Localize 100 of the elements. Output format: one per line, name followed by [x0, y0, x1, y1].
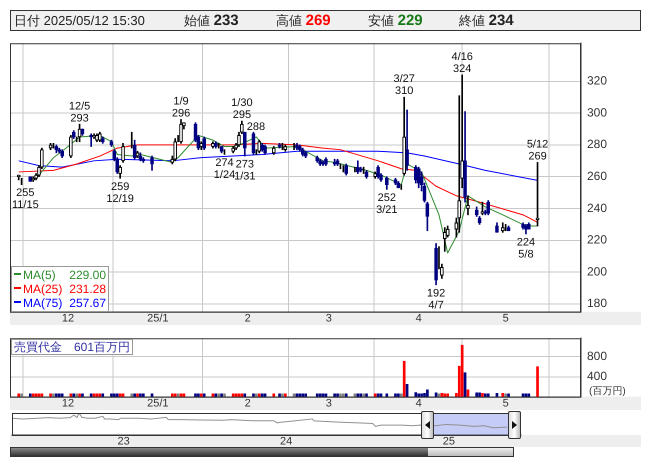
x-tick-label: 24	[280, 436, 292, 448]
x-tick-label: 12	[62, 397, 74, 410]
y-tick-label: 220	[587, 232, 608, 247]
candlestick	[356, 160, 360, 174]
candlestick	[300, 148, 305, 156]
x-tick-label: 25/1	[147, 397, 169, 410]
annotation: 5/12 269	[526, 138, 548, 162]
candlestick	[118, 165, 122, 179]
bar	[460, 344, 464, 397]
candlestick	[442, 227, 447, 252]
annotation: 288	[246, 121, 266, 134]
candlestick	[500, 222, 505, 233]
annotation: 259 12/19	[106, 180, 134, 205]
bar	[496, 392, 498, 397]
candlestick	[506, 226, 510, 232]
bar	[194, 393, 197, 397]
candlestick	[466, 195, 470, 216]
candlestick	[220, 146, 224, 154]
annotation: 224 5/8	[516, 236, 536, 260]
bar	[92, 393, 96, 397]
annotation: 274 1/24	[214, 156, 236, 181]
bar	[278, 393, 281, 397]
candlestick	[69, 135, 73, 158]
bar	[507, 393, 510, 397]
candlestick	[252, 132, 256, 155]
annotation: 1/9 296	[172, 95, 190, 120]
candlestick	[214, 141, 218, 148]
candlestick	[218, 143, 220, 148]
legend-label: MA(75) 257.67	[22, 296, 106, 310]
bar	[336, 393, 339, 397]
bar	[414, 392, 418, 397]
candlestick	[364, 170, 368, 179]
candlestick	[295, 143, 299, 150]
y-tick-label: 180	[587, 296, 608, 310]
annotation: 12/5 293	[68, 100, 90, 124]
x-tick-label: 25	[442, 436, 456, 448]
bar	[150, 393, 154, 397]
candlestick	[110, 140, 114, 147]
candlestick	[384, 176, 389, 190]
candlestick	[150, 156, 154, 171]
bar	[96, 393, 98, 397]
bar	[281, 393, 284, 397]
candlestick	[394, 178, 398, 185]
candlestick	[92, 133, 96, 139]
bar	[365, 393, 368, 397]
candlestick	[536, 162, 540, 226]
candlestick	[495, 222, 499, 233]
candlestick	[132, 140, 136, 160]
bar	[78, 393, 81, 397]
x-tick-label: 2	[244, 312, 251, 324]
candlestick	[278, 143, 282, 148]
candlestick	[396, 181, 400, 188]
bar	[481, 392, 484, 397]
bar	[110, 393, 113, 397]
legend-label: MA(5) 229.00	[22, 268, 106, 282]
x-tick-label: 4	[416, 312, 422, 324]
y-tick-label: 200	[587, 264, 608, 278]
y-axis-title: (百万円)	[589, 384, 626, 398]
bar	[426, 389, 429, 397]
candlestick	[318, 158, 322, 166]
candlestick	[199, 141, 204, 150]
candlestick	[121, 143, 125, 163]
bar	[478, 392, 481, 397]
bar	[322, 393, 324, 397]
annotation: 252 3/21	[376, 192, 398, 216]
x-tick-label: 12	[62, 312, 74, 324]
candlestick	[60, 149, 64, 158]
legend-label: MA(25) 231.28	[22, 282, 106, 296]
text: 安値 229	[368, 12, 423, 29]
bar	[402, 360, 406, 397]
x-tick-label: 23	[118, 436, 130, 448]
x-tick-label: 25/1	[147, 312, 169, 324]
bar	[81, 393, 84, 397]
bar	[296, 393, 298, 397]
candlestick	[324, 157, 328, 166]
candlestick	[202, 136, 206, 150]
annotation: 4/16 324	[451, 50, 473, 75]
bar	[536, 366, 539, 397]
candlestick	[173, 138, 178, 162]
bar	[406, 384, 408, 397]
x-tick-label: 3	[326, 312, 332, 324]
x-tick-label: 3	[326, 397, 332, 410]
annotation: 255 11/15	[12, 187, 39, 212]
candlestick	[304, 150, 308, 158]
bar	[264, 393, 266, 397]
annotation: 192 4/7	[426, 287, 446, 312]
candlestick	[400, 184, 402, 190]
candlestick	[98, 132, 102, 142]
candlestick	[48, 143, 52, 150]
bar	[524, 393, 528, 397]
x-tick-label: 5	[502, 312, 509, 324]
candlestick	[72, 130, 76, 139]
chart-title: 日付 2025/05/12 15:30	[14, 12, 145, 30]
bar	[423, 392, 426, 397]
x-tick-label: 2	[244, 397, 251, 410]
y-tick-label: 800	[587, 349, 608, 364]
bar	[49, 393, 52, 397]
y-tick-label: 240	[587, 200, 608, 215]
y-tick-label: 400	[587, 369, 608, 384]
bar	[394, 393, 397, 397]
